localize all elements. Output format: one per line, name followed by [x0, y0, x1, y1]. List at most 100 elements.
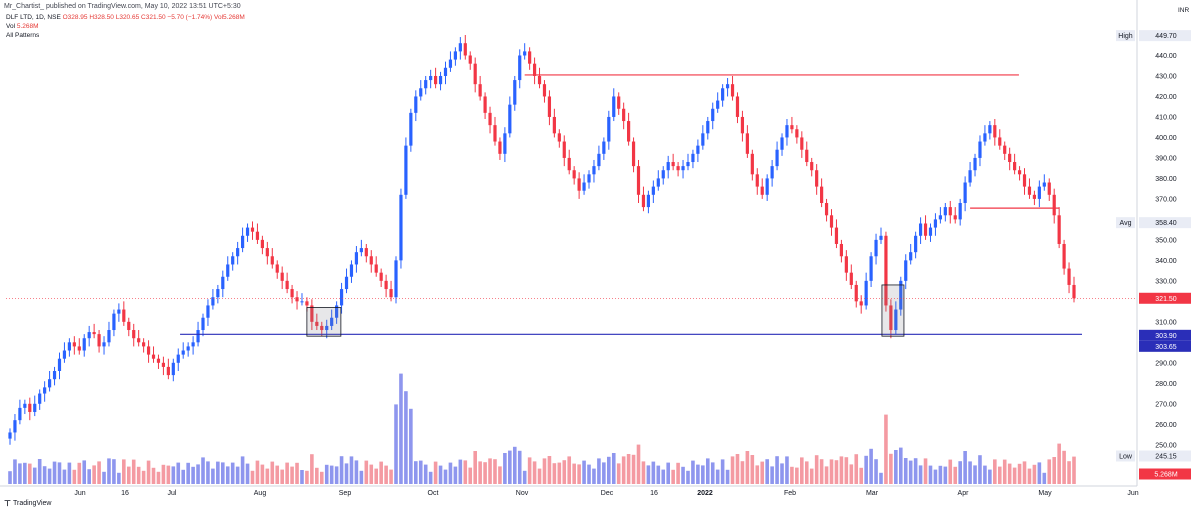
volume-bar	[171, 466, 176, 484]
candle-body	[414, 96, 418, 113]
volume-bar	[537, 468, 542, 484]
candle-body	[1032, 194, 1037, 199]
last-price-tag-bg	[1139, 292, 1191, 304]
volume-bar	[968, 461, 972, 484]
pattern-box[interactable]	[881, 284, 905, 337]
volume-bar	[399, 373, 403, 484]
volume-bar	[245, 463, 250, 484]
volume-bar	[547, 456, 552, 484]
candle-body	[443, 67, 448, 76]
volume-bar	[260, 464, 265, 484]
candle-body	[513, 80, 517, 105]
candle-body	[359, 248, 363, 253]
candle-body	[617, 96, 621, 109]
volume-bar	[527, 457, 532, 484]
candle-body	[716, 100, 720, 109]
volume-bar	[1067, 461, 1071, 484]
volume-bar	[364, 460, 369, 484]
time-tick-label: Jul	[168, 490, 177, 497]
candle-body	[13, 420, 17, 433]
candle-body	[795, 129, 799, 138]
volume-bar	[785, 456, 789, 484]
price-tick-label: 440.00	[1155, 53, 1177, 60]
tradingview-logo-icon: ⊤	[4, 499, 11, 508]
candle-body	[933, 219, 938, 228]
legend-volume-value: 5.268M	[16, 23, 39, 30]
volume-bar	[1072, 456, 1076, 484]
volume-bar	[126, 466, 131, 484]
volume-bar	[993, 459, 997, 484]
volume-bar	[864, 455, 868, 484]
candle-body	[171, 362, 175, 376]
candle-body	[904, 260, 908, 281]
volume-bar	[47, 468, 52, 484]
candle-body	[458, 43, 462, 52]
candle-body	[1067, 268, 1071, 285]
volume-bar	[131, 459, 136, 484]
candle-body	[82, 338, 86, 351]
candle-body	[468, 55, 472, 64]
volume-bar	[92, 465, 96, 484]
candle-body	[146, 346, 151, 355]
volume-bar	[1012, 467, 1017, 484]
price-tick-label: 430.00	[1155, 73, 1177, 80]
volume-bar	[913, 458, 918, 484]
candle-body	[196, 330, 200, 343]
support-value-tag-1-bg	[1139, 329, 1191, 341]
volume-bar	[221, 462, 225, 484]
candle-body	[231, 256, 235, 265]
candle-body	[607, 116, 611, 142]
volume-bar	[661, 469, 666, 484]
volume-bar	[18, 463, 22, 484]
volume-bar	[453, 466, 458, 484]
avg-value-tag-bg	[1139, 217, 1191, 229]
price-tick-label: 270.00	[1155, 401, 1177, 408]
volume-bar	[824, 466, 829, 484]
volume-bar	[146, 460, 151, 484]
price-tick-label: 350.00	[1155, 237, 1177, 244]
candle-body	[765, 178, 769, 195]
candle-body	[1013, 162, 1017, 171]
candle-body	[968, 170, 972, 183]
volume-bar	[636, 444, 641, 484]
volume-bar	[290, 466, 294, 484]
volume-bar	[117, 472, 121, 484]
volume-bar	[879, 472, 883, 484]
volume-bar	[953, 466, 958, 484]
volume-bar	[77, 462, 82, 484]
volume-bar	[651, 461, 656, 484]
volume-bar	[1002, 459, 1007, 484]
candle-body	[676, 166, 680, 171]
volume-bar	[423, 464, 428, 484]
price-tick-label: 260.00	[1155, 422, 1177, 429]
candle-body	[211, 297, 215, 306]
price-tick-label: 410.00	[1155, 114, 1177, 121]
volume-bar	[310, 454, 314, 484]
candle-body	[295, 297, 299, 302]
candle-body	[270, 256, 274, 265]
volume-bar	[750, 455, 755, 484]
candle-body	[493, 125, 497, 142]
volume-bar	[1057, 443, 1061, 484]
candle-body	[725, 84, 730, 89]
volume-bar	[107, 458, 111, 484]
volume-bar	[285, 462, 289, 484]
candle-body	[448, 59, 453, 68]
candle-body	[849, 272, 853, 285]
pattern-box[interactable]	[306, 307, 342, 337]
candle-body	[750, 153, 754, 175]
volume-bar	[305, 470, 309, 484]
candle-body	[498, 141, 502, 154]
legend-indicator[interactable]: All Patterns	[6, 32, 40, 39]
volume-bar	[374, 468, 379, 484]
legend-symbol[interactable]: DLF LTD, 1D, NSE	[6, 14, 61, 21]
volume-bar	[82, 460, 87, 484]
volume-bar	[1062, 450, 1066, 484]
candle-body	[597, 153, 601, 167]
volume-bar	[804, 461, 809, 484]
volume-bar	[498, 466, 502, 484]
volume-bar	[730, 456, 735, 484]
legend-volume-label[interactable]: Vol	[6, 23, 16, 30]
volume-bar	[409, 408, 413, 484]
